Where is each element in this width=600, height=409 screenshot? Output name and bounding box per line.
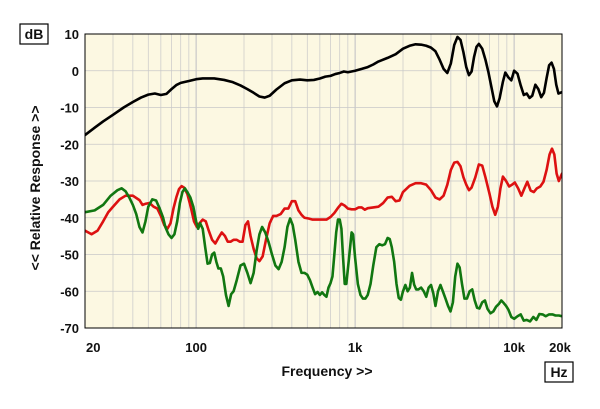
x-tick-label: 1k	[348, 340, 363, 355]
series-line-2	[85, 147, 562, 263]
series-layer	[85, 35, 562, 323]
y-tick-label: 0	[72, 64, 79, 79]
x-tick-label: 100	[185, 340, 207, 355]
y-tick-label: 10	[65, 27, 79, 42]
x-axis-title: Frequency >>	[281, 363, 372, 379]
x-tick-label: 10k	[503, 340, 525, 355]
y-unit-box	[19, 23, 49, 45]
series-line-3	[85, 187, 562, 323]
y-tick-label: -20	[60, 137, 79, 152]
x-unit-box	[544, 361, 574, 383]
y-tick-label: -10	[60, 101, 79, 116]
plot-frame	[84, 33, 563, 329]
series-line-1	[85, 35, 562, 137]
grid-lines	[85, 34, 562, 328]
x-unit-label: Hz	[550, 364, 567, 380]
x-tick-label: 20k	[549, 340, 571, 355]
y-tick-label: -50	[60, 248, 79, 263]
y-axis-title: << Relative Response >>	[27, 106, 43, 271]
y-unit-label: dB	[25, 26, 44, 42]
y-tick-labels: 10 0 -10 -20 -30 -40 -50 -60 -70	[60, 27, 79, 336]
x-tick-label: 20	[86, 340, 100, 355]
x-tick-labels: 20 100 1k 10k 20k	[86, 340, 572, 355]
y-tick-label: -30	[60, 174, 79, 189]
y-tick-label: -60	[60, 284, 79, 299]
y-tick-label: -70	[60, 321, 79, 336]
y-tick-label: -40	[60, 211, 79, 226]
